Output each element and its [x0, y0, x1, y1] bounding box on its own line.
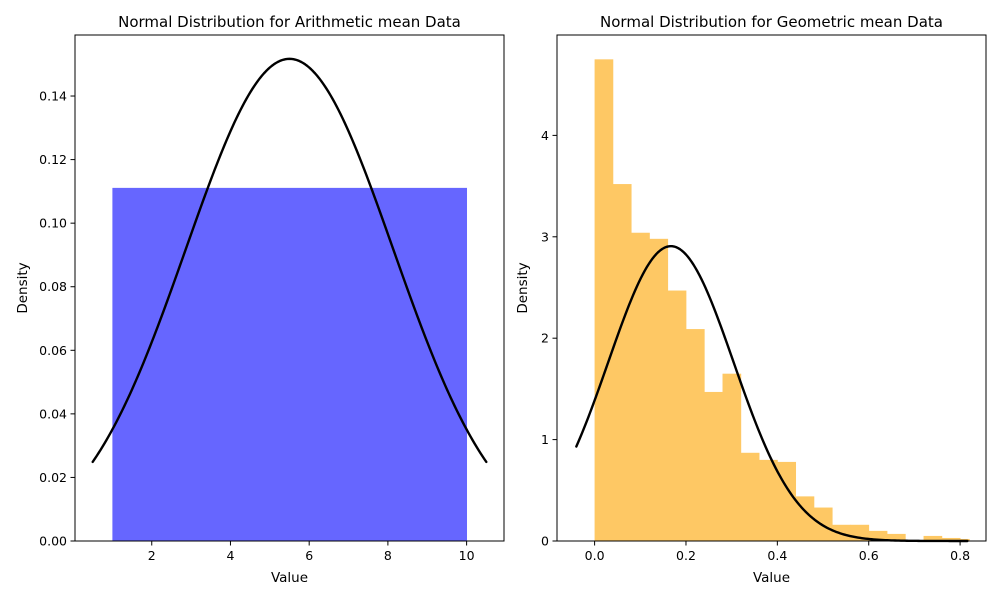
y-tick-label: 0.14	[39, 89, 67, 104]
histogram-bar	[704, 391, 723, 541]
x-tick-label: 2	[148, 548, 156, 563]
histogram-bar	[112, 187, 468, 541]
x-tick-label: 0.2	[676, 548, 696, 563]
histogram-bar	[649, 238, 669, 541]
left-histogram-panel: 2 4 6 8 10 0.00 0.02 0.04 0.06 0.08 0.10 0.12 0.14 Va…	[15, 13, 505, 586]
y-tick-label: 2	[541, 331, 549, 346]
x-tick-label: 10	[459, 548, 475, 563]
y-tick-label: 3	[541, 229, 549, 244]
chart-title: Normal Distribution for Arithmetic mean …	[118, 13, 461, 31]
y-tick-label: 0.04	[39, 406, 67, 421]
y-tick-label: 4	[541, 128, 549, 143]
y-tick-label: 0.10	[39, 216, 67, 231]
histogram-bar	[923, 535, 943, 541]
histogram-bar	[740, 452, 760, 541]
normal-pdf-curve	[91, 57, 488, 464]
chart-title: Normal Distribution for Geometric mean D…	[600, 13, 943, 31]
y-tick-label: 0.08	[39, 279, 67, 294]
y-axis-label: Density	[515, 262, 531, 313]
x-tick-label: 0.6	[859, 548, 879, 563]
histogram-bar	[685, 329, 705, 541]
y-tick-label: 0.12	[39, 152, 67, 167]
histogram-bar	[777, 461, 797, 541]
histogram-bar	[868, 530, 888, 541]
x-tick-label: 0.8	[950, 548, 970, 563]
x-tick-label: 8	[384, 548, 392, 563]
y-axis-label: Density	[15, 262, 31, 313]
x-axis-label: Value	[271, 570, 308, 586]
right-histogram-panel: 0.0 0.2 0.4 0.6 0.8 0 1 2 3 4 Value Density Normal D…	[515, 13, 987, 586]
x-tick-label: 0.0	[585, 548, 605, 563]
x-tick-label: 6	[305, 548, 313, 563]
histogram-bar	[941, 537, 961, 541]
histogram-bar	[612, 184, 632, 541]
x-tick-label: 4	[226, 548, 234, 563]
histogram-bar	[667, 290, 687, 541]
histogram-bar	[887, 533, 906, 541]
y-tick-label: 0.02	[39, 470, 67, 485]
x-tick-label: 0.4	[767, 548, 787, 563]
y-tick-label: 1	[541, 432, 549, 447]
y-tick-label: 0	[541, 534, 549, 549]
axes-frame	[556, 34, 987, 542]
histogram-bar	[759, 459, 778, 541]
y-tick-label: 0.00	[39, 534, 67, 549]
histogram-bar	[594, 59, 614, 542]
axes-frame	[74, 34, 505, 542]
y-tick-label: 0.06	[39, 343, 67, 358]
x-axis-label: Value	[753, 570, 790, 586]
histogram-bar	[722, 373, 742, 541]
histogram-bar	[631, 232, 650, 542]
